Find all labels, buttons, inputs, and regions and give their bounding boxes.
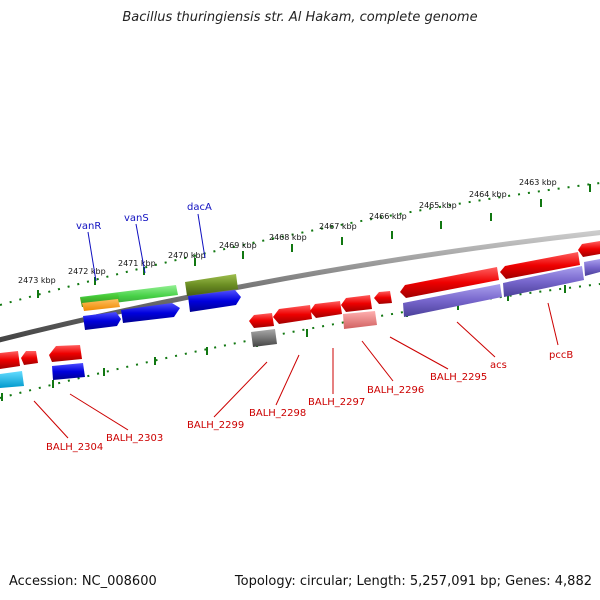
kbp-label: 2472 kbp [68,267,106,276]
gene-label-BALH_2304[interactable]: BALH_2304 [46,442,103,453]
gene-BALH_2299-protein[interactable] [251,329,277,347]
kbp-label: 2473 kbp [18,276,56,285]
genome-backbone [0,230,600,343]
gene-acs-protein[interactable] [403,284,502,317]
gene-label-BALH_2296[interactable]: BALH_2296 [367,385,424,396]
map-title: Bacillus thuringiensis str. Al Hakam, co… [122,10,478,25]
kbp-labels: 2473 kbp 2472 kbp 2471 kbp 2470 kbp 2469… [18,178,557,285]
forward-genes [80,274,241,330]
gene-pccB[interactable] [500,252,580,279]
gene-pccB-protein[interactable] [503,266,584,297]
gene-right-edge[interactable] [578,241,600,257]
gene-acs[interactable] [400,267,499,298]
gene-right-edge-protein[interactable] [584,259,600,276]
kbp-label: 2464 kbp [469,190,507,199]
reverse-genes [0,241,600,388]
gene-BALH_2296-protein[interactable] [343,311,377,329]
leader-lines [33,213,559,439]
gene-label-dacA[interactable]: dacA [187,202,212,213]
kbp-label: 2467 kbp [319,222,357,231]
gene-BALH_2303-protein[interactable] [52,363,85,380]
gene-BALH_2299[interactable] [249,313,274,328]
gene-BALH_2296[interactable] [341,295,372,312]
kbp-label: 2466 kbp [369,212,407,221]
kbp-label: 2468 kbp [269,233,307,242]
gene-BALH_2295[interactable] [374,291,392,304]
kbp-label: 2465 kbp [419,201,457,210]
gene-BALH_2297[interactable] [310,301,342,318]
gene-label-BALH_2295[interactable]: BALH_2295 [430,372,487,383]
kbp-label: 2469 kbp [219,241,257,250]
gene-label-BALH_2297[interactable]: BALH_2297 [308,397,365,408]
kbp-label: 2463 kbp [519,178,557,187]
gene-vanS-protein[interactable] [121,303,180,323]
gene-label-acs[interactable]: acs [490,360,507,371]
gene-labels: vanR vanS dacA BALH_2304 BALH_2303 BALH_… [46,202,573,453]
kbp-label: 2471 kbp [118,259,156,268]
gene-BALH_2304-protein[interactable] [0,371,24,388]
gene-label-BALH_2303[interactable]: BALH_2303 [106,433,163,444]
kbp-label: 2470 kbp [168,251,206,260]
gene-BALH_2303[interactable] [49,345,82,362]
gene-label-BALH_2298[interactable]: BALH_2298 [249,408,306,419]
gene-vanR-orange[interactable] [82,299,120,311]
gene-vanR-protein[interactable] [83,312,121,330]
genome-summary: Topology: circular; Length: 5,257,091 bp… [234,574,592,589]
gene-label-vanR[interactable]: vanR [76,221,101,232]
gene-label-pccB[interactable]: pccB [549,350,573,361]
gene-dacA-cog[interactable] [185,274,238,296]
gene-dacA-protein[interactable] [188,290,241,312]
outer-major-ticks [37,184,591,298]
gene-far-left-1[interactable] [0,351,20,369]
gene-BALH_2298[interactable] [273,305,312,324]
gene-label-vanS[interactable]: vanS [124,213,149,224]
gene-label-BALH_2299[interactable]: BALH_2299 [187,420,244,431]
accession-label: Accession: NC_008600 [9,574,157,589]
gene-far-left-2[interactable] [21,351,38,365]
